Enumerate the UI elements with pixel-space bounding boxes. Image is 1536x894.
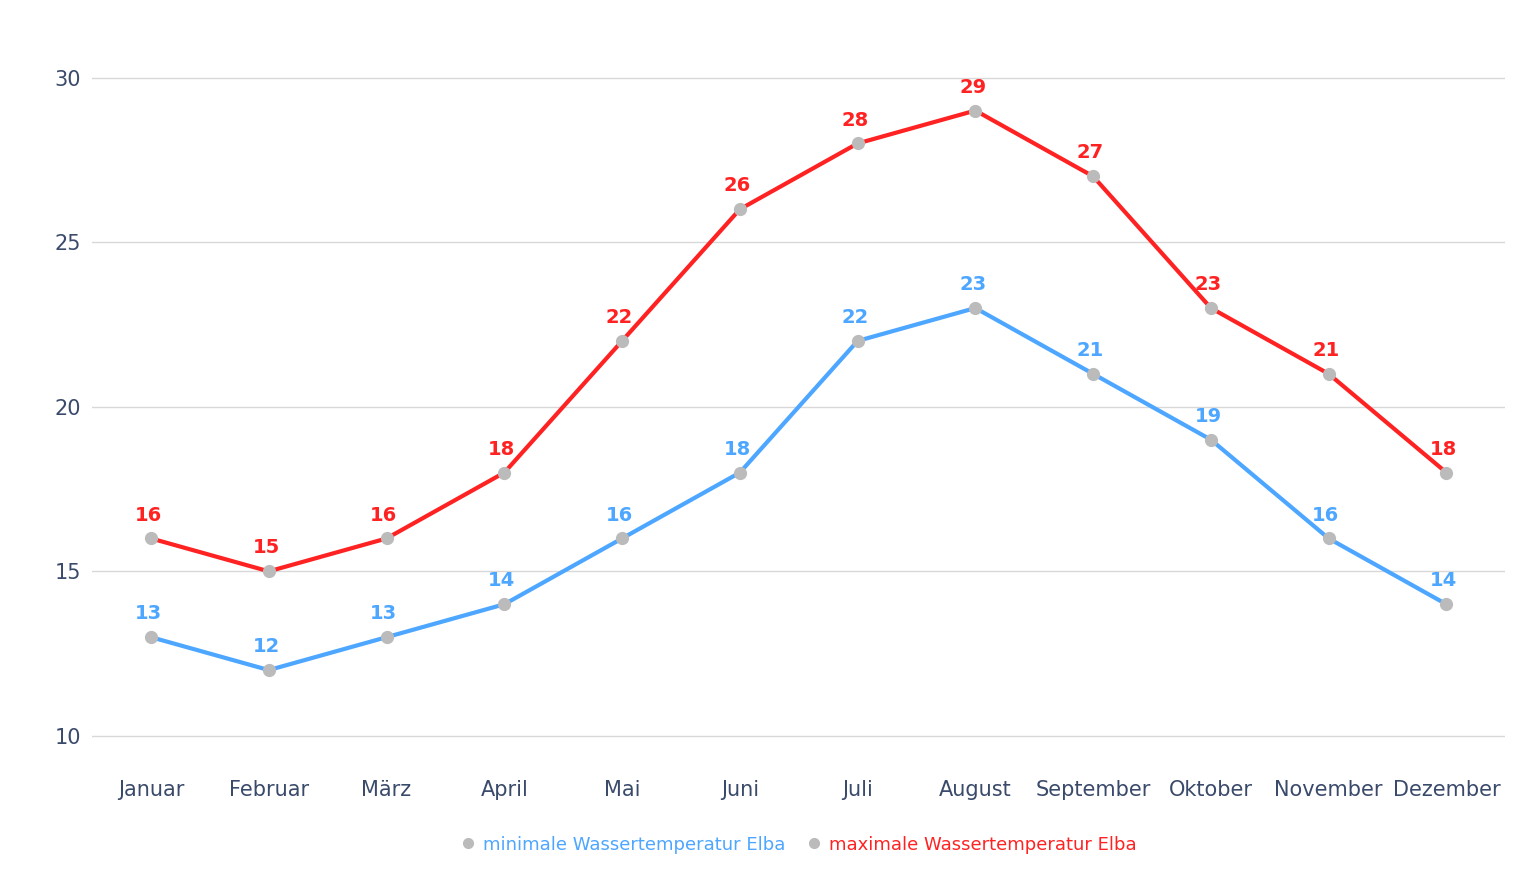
Text: 18: 18	[1430, 440, 1458, 459]
Text: 16: 16	[605, 505, 633, 525]
minimale Wassertemperatur Elba	[260, 665, 278, 676]
Text: 19: 19	[1195, 407, 1221, 426]
Line: minimale Wassertemperatur Elba: minimale Wassertemperatur Elba	[146, 302, 1452, 676]
maximale Wassertemperatur Elba	[848, 138, 866, 148]
Text: 15: 15	[252, 538, 280, 558]
Text: 29: 29	[958, 78, 986, 97]
Legend: minimale Wassertemperatur Elba, maximale Wassertemperatur Elba: minimale Wassertemperatur Elba, maximale…	[455, 829, 1143, 861]
Text: 13: 13	[135, 604, 161, 623]
Text: 23: 23	[1195, 275, 1221, 294]
minimale Wassertemperatur Elba	[141, 632, 160, 643]
Text: 27: 27	[1077, 143, 1104, 163]
Text: 13: 13	[370, 604, 398, 623]
minimale Wassertemperatur Elba	[378, 632, 396, 643]
Text: 22: 22	[842, 308, 868, 327]
Text: 22: 22	[605, 308, 633, 327]
minimale Wassertemperatur Elba	[848, 335, 866, 346]
Text: 12: 12	[252, 637, 280, 656]
maximale Wassertemperatur Elba	[378, 533, 396, 544]
Text: 18: 18	[723, 440, 751, 459]
Text: 16: 16	[370, 505, 398, 525]
minimale Wassertemperatur Elba	[966, 303, 985, 314]
maximale Wassertemperatur Elba	[141, 533, 160, 544]
Text: 16: 16	[1312, 505, 1339, 525]
Text: 16: 16	[135, 505, 161, 525]
minimale Wassertemperatur Elba	[1438, 599, 1456, 610]
maximale Wassertemperatur Elba	[613, 335, 631, 346]
minimale Wassertemperatur Elba	[613, 533, 631, 544]
Line: maximale Wassertemperatur Elba: maximale Wassertemperatur Elba	[146, 105, 1452, 577]
Text: 21: 21	[1312, 341, 1339, 360]
Text: 18: 18	[488, 440, 515, 459]
Text: 26: 26	[723, 176, 751, 196]
Text: 21: 21	[1077, 341, 1104, 360]
maximale Wassertemperatur Elba	[1319, 368, 1338, 379]
minimale Wassertemperatur Elba	[1084, 368, 1103, 379]
Text: 28: 28	[842, 111, 868, 130]
maximale Wassertemperatur Elba	[495, 468, 513, 478]
Text: 23: 23	[958, 275, 986, 294]
maximale Wassertemperatur Elba	[260, 566, 278, 577]
minimale Wassertemperatur Elba	[731, 468, 750, 478]
maximale Wassertemperatur Elba	[1084, 171, 1103, 181]
maximale Wassertemperatur Elba	[731, 204, 750, 215]
minimale Wassertemperatur Elba	[495, 599, 513, 610]
Text: 14: 14	[488, 571, 515, 590]
maximale Wassertemperatur Elba	[1438, 468, 1456, 478]
Text: 14: 14	[1430, 571, 1458, 590]
maximale Wassertemperatur Elba	[1201, 303, 1220, 314]
minimale Wassertemperatur Elba	[1201, 434, 1220, 445]
maximale Wassertemperatur Elba	[966, 105, 985, 116]
minimale Wassertemperatur Elba	[1319, 533, 1338, 544]
